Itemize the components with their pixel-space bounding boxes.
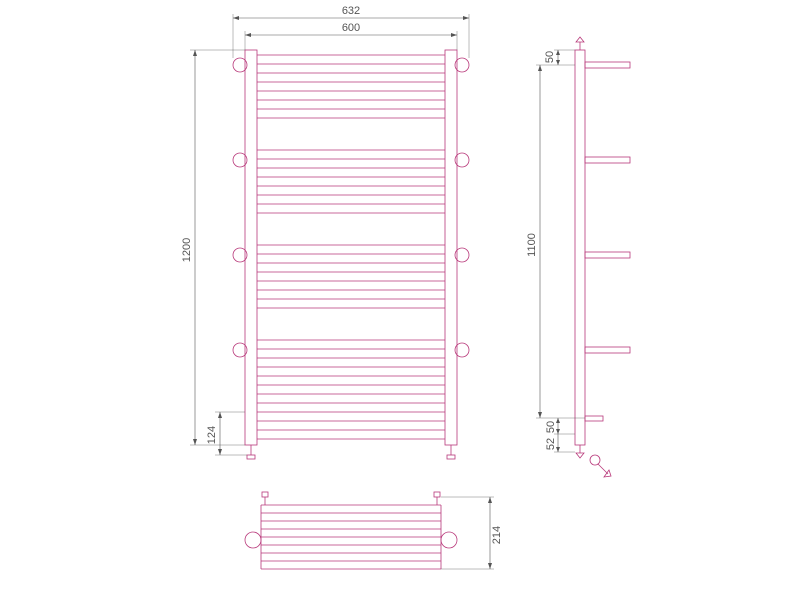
side-dimensions: 1100 50 50 52 [526,50,585,452]
dim-bottom-offset: 124 [206,426,218,444]
dim-bottom-52: 52 [545,438,557,450]
top-view [245,492,457,569]
dim-top-view-height: 214 [491,526,503,544]
top-view-dimensions: 214 [441,497,503,569]
technical-drawing: 632 600 1200 124 [0,0,800,600]
dim-top-bracket: 50 [544,51,556,63]
section-1-bars [257,55,445,118]
section-2-bars [257,150,445,213]
side-view [575,37,630,477]
section-3-bars [257,245,445,308]
dim-bottom-50: 50 [545,421,557,433]
front-view [233,50,469,459]
dim-outer-width: 632 [342,5,360,17]
dim-inner-width: 600 [342,22,360,34]
dim-height-total: 1200 [181,238,193,262]
dim-height-inner: 1100 [526,233,538,257]
front-dimensions: 632 600 1200 124 [181,5,469,455]
section-4-bars [257,340,445,439]
